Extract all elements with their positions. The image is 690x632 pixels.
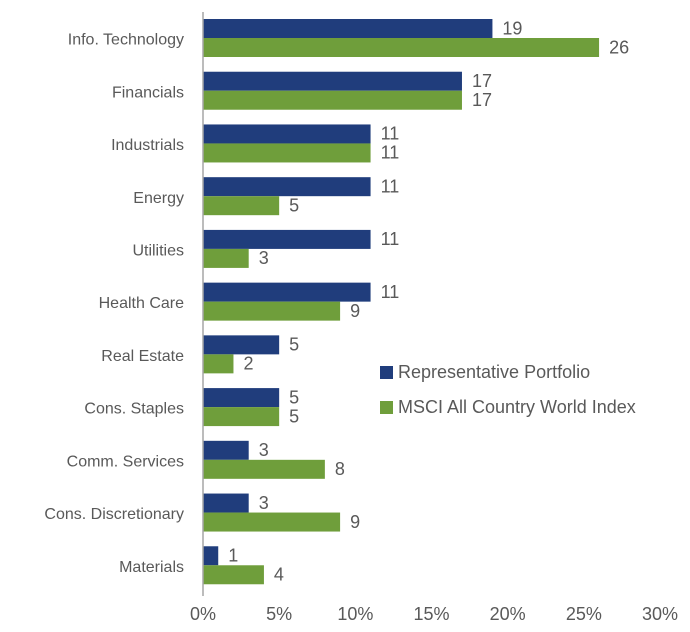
data-label: 11	[381, 282, 400, 302]
data-label: 26	[609, 37, 629, 57]
bar	[203, 388, 280, 408]
bar	[203, 177, 371, 197]
y-tick-label: Real Estate	[101, 348, 184, 365]
bar	[203, 440, 249, 460]
data-label: 11	[381, 143, 400, 163]
bar	[203, 565, 264, 585]
bar	[203, 19, 493, 38]
legend-label: Representative Portfolio	[398, 362, 590, 382]
y-tick-label: Industrials	[111, 137, 184, 154]
bar	[203, 143, 371, 163]
x-tick-label: 0%	[190, 604, 216, 624]
y-tick-label: Health Care	[99, 295, 184, 312]
bar	[203, 493, 249, 513]
data-label: 5	[289, 406, 299, 426]
data-label: 11	[381, 176, 400, 196]
data-label: 11	[381, 229, 400, 249]
y-tick-label: Materials	[119, 559, 184, 576]
y-tick-label: Comm. Services	[67, 453, 184, 470]
bar	[203, 335, 280, 355]
data-label: 5	[289, 387, 299, 407]
x-tick-label: 5%	[266, 604, 292, 624]
data-label: 1	[228, 546, 238, 566]
y-tick-label: Energy	[133, 190, 184, 207]
legend-swatch	[380, 366, 393, 379]
data-label: 19	[502, 18, 522, 38]
data-label: 3	[259, 440, 269, 460]
y-tick-label: Cons. Staples	[84, 401, 184, 418]
bar	[203, 196, 280, 216]
bar	[203, 407, 280, 427]
bar	[203, 71, 462, 91]
y-tick-label: Utilities	[132, 242, 184, 259]
data-label: 3	[259, 248, 269, 268]
data-label: 17	[472, 71, 492, 91]
x-tick-label: 30%	[642, 604, 678, 624]
bar	[203, 512, 341, 532]
data-label: 5	[289, 195, 299, 215]
data-label: 11	[381, 124, 400, 144]
bar	[203, 124, 371, 144]
bar	[203, 248, 249, 268]
bar	[203, 546, 219, 566]
bar	[203, 229, 371, 249]
bar	[203, 354, 234, 374]
y-tick-label: Financials	[112, 84, 184, 101]
data-label: 17	[472, 90, 492, 110]
x-tick-label: 15%	[413, 604, 449, 624]
bar	[203, 459, 325, 479]
x-tick-label: 10%	[337, 604, 373, 624]
data-label: 2	[243, 354, 253, 374]
bar	[203, 282, 371, 302]
data-label: 5	[289, 335, 299, 355]
data-label: 8	[335, 459, 345, 479]
data-label: 4	[274, 565, 284, 585]
y-tick-label: Info. Technology	[68, 32, 184, 49]
data-label: 9	[350, 301, 360, 321]
legend-label: MSCI All Country World Index	[398, 397, 636, 417]
x-tick-label: 20%	[490, 604, 526, 624]
y-tick-label: Cons. Discretionary	[44, 506, 184, 523]
bar	[203, 301, 341, 321]
data-label: 9	[350, 512, 360, 532]
legend-swatch	[380, 401, 393, 414]
bar	[203, 90, 462, 110]
bar	[203, 38, 600, 57]
x-tick-label: 25%	[566, 604, 602, 624]
data-label: 3	[259, 493, 269, 513]
